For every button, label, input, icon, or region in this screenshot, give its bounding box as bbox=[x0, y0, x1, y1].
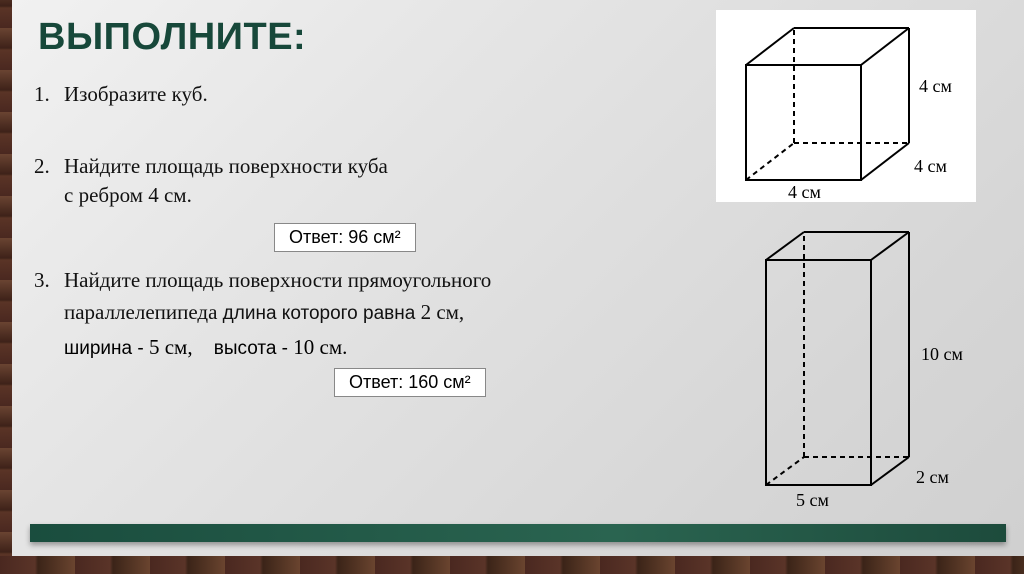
task-2-num: 2. bbox=[34, 154, 64, 179]
task-3-mix: длина которого равна bbox=[223, 303, 416, 324]
task-2-line2: с ребром 4 см. bbox=[64, 183, 192, 207]
prism-figure: 10 см 2 см 5 см bbox=[736, 220, 996, 520]
answer-box-1: Ответ: 96 см² bbox=[274, 223, 416, 252]
cube-dim-right: 4 см bbox=[919, 76, 952, 96]
cube-dim-front: 4 см bbox=[788, 182, 821, 202]
width-label: ширина - bbox=[64, 338, 144, 359]
task-1-num: 1. bbox=[34, 82, 64, 107]
prism-dim-width: 5 см bbox=[796, 490, 829, 510]
prism-dim-height: 10 см bbox=[921, 344, 963, 364]
cube-dim-depth: 4 см bbox=[914, 156, 947, 176]
cube-figure: 4 см 4 см 4 см bbox=[716, 10, 976, 202]
slide-title: ВЫПОЛНИТЕ: bbox=[38, 16, 306, 59]
height-val: 10 см. bbox=[293, 335, 347, 359]
accent-bar-bottom bbox=[30, 524, 1006, 542]
task-3-num: 3. bbox=[34, 268, 64, 293]
slide-area: ВЫПОЛНИТЕ: 1. Изобразите куб. 2. Найдите… bbox=[12, 0, 1024, 556]
task-3-val2: 2 см, bbox=[421, 300, 465, 324]
content-region: 1. Изобразите куб. 2. Найдите площадь по… bbox=[34, 80, 1006, 516]
task-2-line1: Найдите площадь поверхности куба bbox=[64, 154, 388, 178]
brick-border-left bbox=[0, 0, 12, 574]
width-val: 5 см, bbox=[149, 335, 193, 359]
prism-dim-depth: 2 см bbox=[916, 467, 949, 487]
task-1-text: Изобразите куб. bbox=[64, 80, 208, 108]
task-3-line2a: параллелепипеда bbox=[64, 300, 217, 324]
brick-border-bottom bbox=[0, 556, 1024, 574]
height-label: высота - bbox=[198, 338, 288, 359]
answer-box-2: Ответ: 160 см² bbox=[334, 368, 486, 397]
task-3-line1: Найдите площадь поверхности прямоугольно… bbox=[64, 268, 491, 292]
